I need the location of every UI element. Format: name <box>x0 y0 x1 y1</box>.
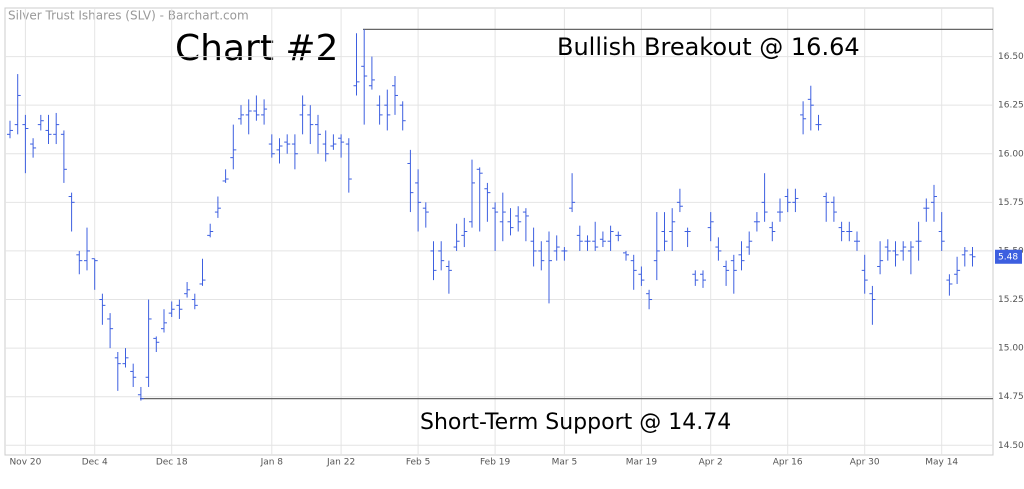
y-tick-label: 14.75 <box>998 392 1024 402</box>
chart-title: Chart #2 <box>175 28 338 69</box>
y-tick-label: 16.00 <box>998 149 1024 159</box>
x-tick-label: Apr 30 <box>850 458 880 468</box>
annotation: Bullish Breakout @ 16.64 <box>557 33 860 61</box>
x-tick-label: Apr 16 <box>773 458 803 468</box>
last-price-box <box>995 249 1022 264</box>
x-tick-label: Feb 5 <box>406 458 431 468</box>
y-tick-label: 15.25 <box>998 295 1024 305</box>
x-tick-label: Dec 18 <box>156 458 188 468</box>
x-tick-label: Mar 19 <box>626 458 658 468</box>
x-tick-label: Mar 5 <box>552 458 578 468</box>
last-price-label: 5.48 <box>998 252 1018 262</box>
header: Silver Trust Ishares (SLV) - Barchart.co… <box>8 9 249 23</box>
y-tick-label: 14.50 <box>998 441 1024 451</box>
y-tick-label: 15.00 <box>998 344 1024 354</box>
x-tick-label: May 14 <box>925 458 958 468</box>
plot-area <box>4 7 994 456</box>
x-tick-label: Jan 22 <box>326 458 355 468</box>
annotation: Short-Term Support @ 14.74 <box>420 410 731 435</box>
y-tick-label: 16.25 <box>998 101 1024 111</box>
x-tick-label: Nov 20 <box>9 458 41 468</box>
x-tick-label: Jan 8 <box>260 458 284 468</box>
x-tick-label: Feb 19 <box>480 458 511 468</box>
y-tick-label: 16.50 <box>998 52 1024 62</box>
x-tick-label: Apr 2 <box>699 458 723 468</box>
x-tick-label: Dec 4 <box>82 458 108 468</box>
y-tick-label: 15.75 <box>998 198 1024 208</box>
